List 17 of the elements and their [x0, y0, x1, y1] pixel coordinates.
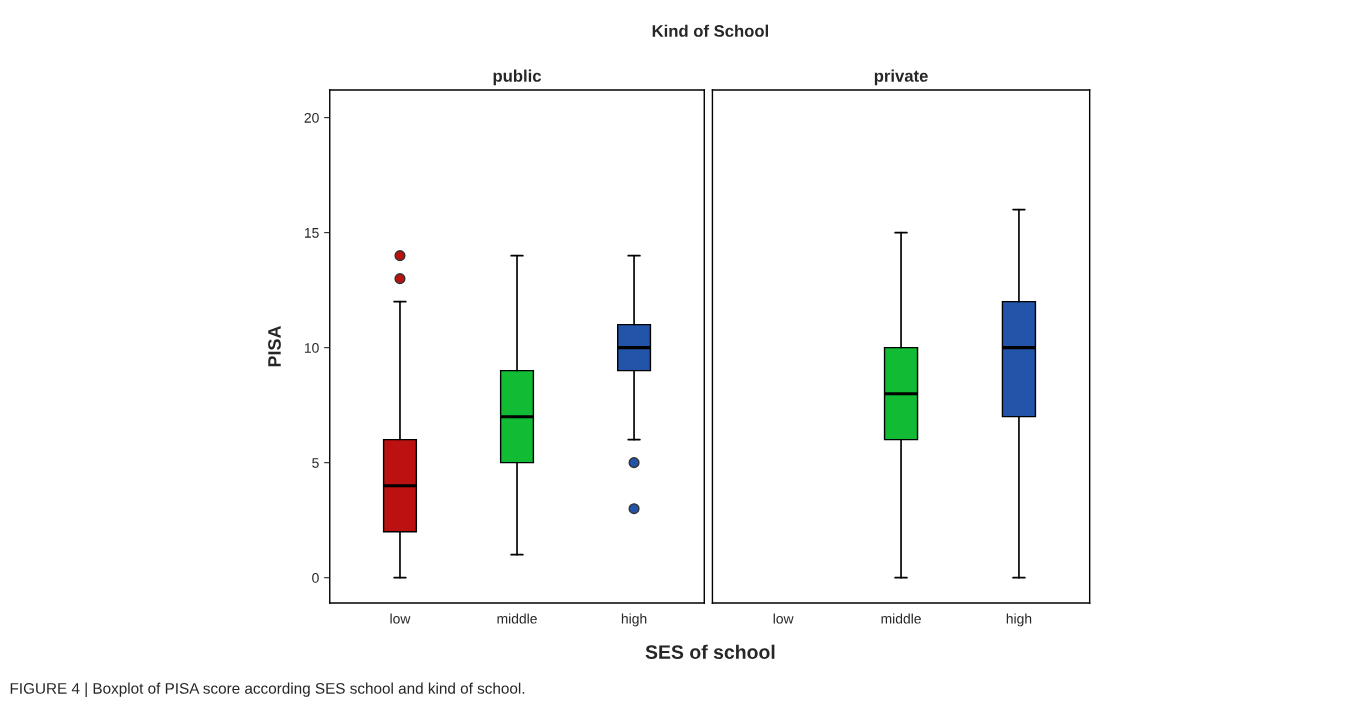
y-tick-label: 5	[312, 458, 319, 468]
x-tick-label: high	[1006, 613, 1032, 627]
caption: FIGURE 4 | Boxplot of PISA score according SES school and kind of school.	[10, 682, 525, 697]
chart-title: public	[493, 69, 542, 86]
chart-title: private	[874, 69, 928, 86]
y-tick-label: 10	[304, 342, 319, 353]
x-tick-label: low	[773, 613, 794, 624]
x-tick-label: middle	[881, 613, 921, 624]
x-axis-title: SES of school	[645, 644, 775, 659]
y-tick-label: 15	[304, 228, 319, 238]
y-tick-label: 0	[312, 573, 319, 583]
y-axis-title: PISA	[268, 325, 281, 367]
x-tick-label: high	[621, 613, 647, 627]
text: Kind of School	[652, 24, 768, 37]
y-tick-label: 20	[304, 112, 319, 123]
x-tick-label: low	[390, 613, 411, 624]
x-tick-label: middle	[497, 613, 537, 624]
